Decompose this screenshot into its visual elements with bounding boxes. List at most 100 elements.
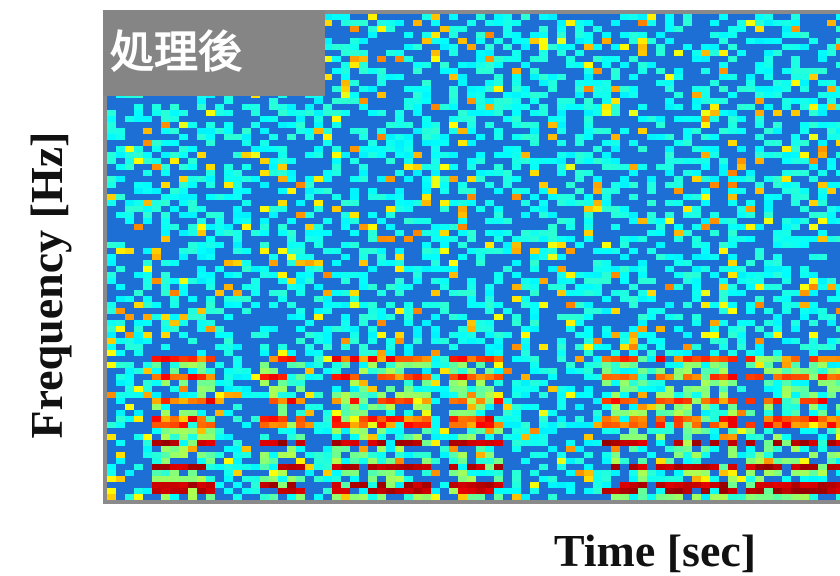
spectrogram-cell <box>800 314 809 320</box>
spectrogram-cell <box>782 44 791 50</box>
spectrogram-cell <box>575 290 584 296</box>
spectrogram-cell <box>197 272 206 278</box>
spectrogram-cell <box>224 476 233 482</box>
spectrogram-cell <box>377 470 386 476</box>
spectrogram-cell <box>638 236 647 242</box>
spectrogram-cell <box>485 452 494 458</box>
spectrogram-cell <box>737 320 746 326</box>
spectrogram-cell <box>791 152 800 158</box>
spectrogram-cell <box>593 158 602 164</box>
spectrogram-cell <box>377 404 386 410</box>
chart-title: 処理後 <box>110 27 243 78</box>
spectrogram-cell <box>143 272 152 278</box>
spectrogram-cell <box>602 392 611 398</box>
spectrogram-cell <box>674 188 683 194</box>
spectrogram-cell <box>503 152 512 158</box>
spectrogram-cell <box>467 296 476 302</box>
spectrogram-cell <box>458 470 467 476</box>
spectrogram-cell <box>179 248 188 254</box>
spectrogram-cell <box>485 44 494 50</box>
spectrogram-cell <box>395 230 404 236</box>
spectrogram-cell <box>305 110 314 116</box>
spectrogram-cell <box>314 350 323 356</box>
spectrogram-cell <box>530 236 539 242</box>
spectrogram-cell <box>521 44 530 50</box>
spectrogram-cell <box>701 176 710 182</box>
spectrogram-cell <box>350 242 359 248</box>
spectrogram-cell <box>458 206 467 212</box>
spectrogram-cell <box>584 476 593 482</box>
spectrogram-cell <box>665 302 674 308</box>
spectrogram-cell <box>818 104 827 110</box>
spectrogram-cell <box>728 116 737 122</box>
spectrogram-cell <box>161 470 170 476</box>
spectrogram-cell <box>737 386 746 392</box>
spectrogram-cell <box>413 44 422 50</box>
spectrogram-cell <box>665 218 674 224</box>
spectrogram-cell <box>818 218 827 224</box>
spectrogram-cell <box>548 74 557 80</box>
spectrogram-cell <box>395 308 404 314</box>
spectrogram-cell <box>404 56 413 62</box>
spectrogram-cell <box>449 32 458 38</box>
spectrogram-cell <box>125 206 134 212</box>
spectrogram-cell <box>170 260 179 266</box>
spectrogram-cell <box>791 20 800 26</box>
spectrogram-cell <box>512 74 521 80</box>
spectrogram-cell <box>593 362 602 368</box>
spectrogram-cell <box>530 302 539 308</box>
spectrogram-cell <box>431 236 440 242</box>
spectrogram-cell <box>287 314 296 320</box>
spectrogram-cell <box>215 104 224 110</box>
spectrogram-cell <box>791 362 800 368</box>
spectrogram-cell <box>386 50 395 56</box>
spectrogram-cell <box>710 332 719 338</box>
spectrogram-cell <box>233 188 242 194</box>
spectrogram-cell <box>827 212 836 218</box>
spectrogram-cell <box>368 422 377 428</box>
spectrogram-cell <box>584 32 593 38</box>
spectrogram-cell <box>818 374 827 380</box>
spectrogram-cell <box>746 464 755 470</box>
spectrogram-cell <box>206 476 215 482</box>
spectrogram-cell <box>197 242 206 248</box>
spectrogram-cell <box>134 488 143 494</box>
spectrogram-cell <box>449 356 458 362</box>
spectrogram-cell <box>494 422 503 428</box>
spectrogram-cell <box>314 146 323 152</box>
spectrogram-cell <box>728 308 737 314</box>
spectrogram-cell <box>764 332 773 338</box>
spectrogram-cell <box>179 110 188 116</box>
spectrogram-cell <box>350 302 359 308</box>
spectrogram-cell <box>188 230 197 236</box>
spectrogram-cell <box>611 398 620 404</box>
spectrogram-cell <box>467 368 476 374</box>
spectrogram-cell <box>107 152 116 158</box>
spectrogram-cell <box>350 272 359 278</box>
spectrogram-cell <box>584 350 593 356</box>
spectrogram-cell <box>611 392 620 398</box>
spectrogram-cell <box>575 332 584 338</box>
spectrogram-cell <box>341 152 350 158</box>
spectrogram-cell <box>368 362 377 368</box>
spectrogram-cell <box>107 392 116 398</box>
spectrogram-cell <box>368 326 377 332</box>
spectrogram-cell <box>341 218 350 224</box>
spectrogram-cell <box>494 272 503 278</box>
spectrogram-cell <box>377 398 386 404</box>
spectrogram-cell <box>755 356 764 362</box>
spectrogram-cell <box>584 440 593 446</box>
spectrogram-cell <box>710 338 719 344</box>
spectrogram-cell <box>170 362 179 368</box>
spectrogram-cell <box>215 266 224 272</box>
spectrogram-cell <box>836 134 840 140</box>
spectrogram-cell <box>206 110 215 116</box>
spectrogram-cell <box>143 380 152 386</box>
spectrogram-cell <box>809 332 818 338</box>
spectrogram-cell <box>260 128 269 134</box>
spectrogram-cell <box>827 380 836 386</box>
spectrogram-cell <box>836 482 840 488</box>
spectrogram-cell <box>224 392 233 398</box>
spectrogram-cell <box>521 404 530 410</box>
spectrogram-cell <box>827 338 836 344</box>
